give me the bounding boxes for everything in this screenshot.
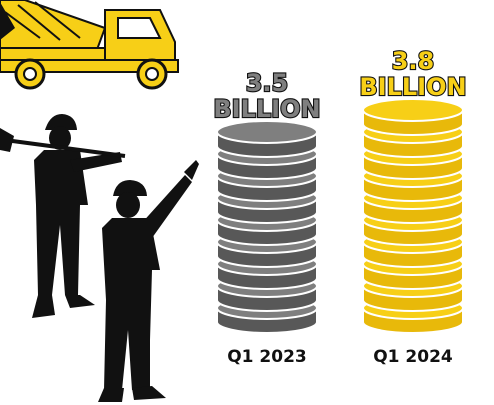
bar-q1-2024 [362,98,464,334]
coin [216,120,318,158]
coin [362,98,464,136]
data-label-unit: BILLION [213,95,320,123]
worker-pointing-icon [98,160,199,402]
cement-truck-icon [0,0,179,90]
data-label-value: 3.5 [246,69,289,97]
data-label-unit: BILLION [359,73,466,101]
data-label-value: 3.8 [392,47,435,75]
category-label: Q1 2023 [227,347,307,367]
category-label: Q1 2024 [373,347,453,367]
worker-with-shovel-icon [0,114,126,318]
bar-q1-2023 [216,120,318,334]
